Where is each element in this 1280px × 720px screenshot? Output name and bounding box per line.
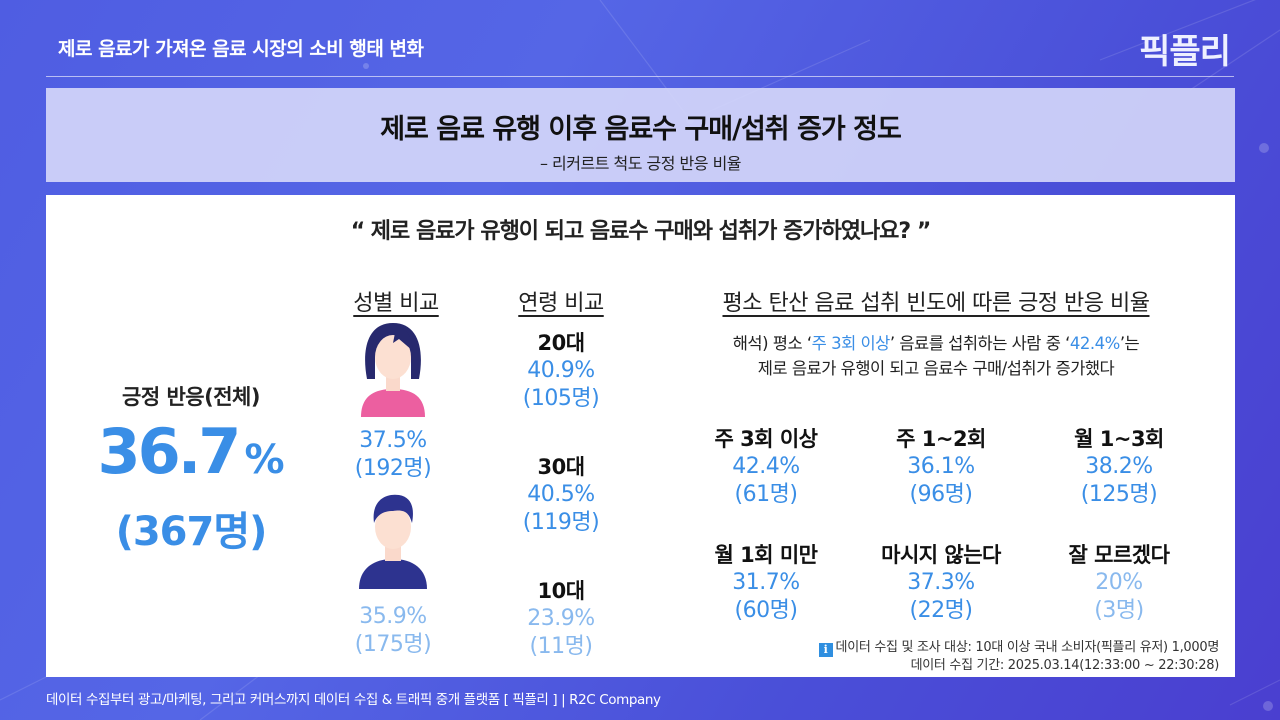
note-line-2: 데이터 수집 기간: 2025.03.14(12:33:00 ~ 22:30:2…: [910, 658, 1220, 673]
freq-stat: 주 1~2회 36.1% (96명): [866, 423, 1016, 509]
freq-label: 주 1~2회: [896, 427, 986, 451]
freq-count: (61명): [734, 482, 798, 507]
overall-percent: 36.7%: [66, 421, 316, 483]
interp-highlight: 42.4%: [1069, 334, 1120, 353]
section-subtitle: – 리커르트 척도 긍정 반응 비율: [539, 154, 742, 173]
freq-count: (60명): [734, 598, 798, 623]
freq-label: 잘 모르겠다: [1068, 543, 1170, 567]
freq-percent: 36.1%: [907, 454, 975, 479]
age-count: (119명): [522, 510, 600, 535]
age-label: 30대: [537, 455, 585, 479]
age-stat-10s: 10대 23.9% (11명): [496, 575, 626, 661]
percent-sign: %: [244, 437, 285, 483]
freq-count: (96명): [909, 482, 973, 507]
female-stat: 37.5% (192명): [328, 427, 458, 483]
freq-count: (22명): [909, 598, 973, 623]
male-avatar-icon: [359, 494, 427, 589]
freq-count: (125명): [1080, 482, 1158, 507]
freq-label: 마시지 않는다: [881, 543, 1001, 567]
female-avatar-icon: [361, 323, 425, 417]
age-stat-20s: 20대 40.9% (105명): [496, 327, 626, 413]
age-stat-30s: 30대 40.5% (119명): [496, 451, 626, 537]
interp-text: 해석) 평소 ‘: [732, 334, 812, 353]
age-percent: 40.9%: [527, 358, 595, 383]
age-comparison-title: 연령 비교: [518, 291, 604, 316]
freq-stat: 월 1~3회 38.2% (125명): [1044, 423, 1194, 509]
survey-question: “ 제로 음료가 유행이 되고 음료수 구매와 섭취가 증가하였나요? ”: [350, 219, 932, 244]
interpretation-line-1: 해석) 평소 ‘주 3회 이상’ 음료를 섭취하는 사람 중 ‘42.4%’는: [666, 331, 1206, 356]
overall-label: 긍정 반응(전체): [122, 385, 260, 409]
section-title: 제로 음료 유행 이후 음료수 구매/섭취 증가 정도: [380, 114, 902, 145]
note-text: 데이터 수집 및 조사 대상: 10대 이상 국내 소비자(픽플리 유저) 1,…: [835, 640, 1220, 655]
logo-text: 픽플리: [1139, 32, 1231, 72]
freq-percent: 20%: [1095, 570, 1143, 595]
freq-label: 월 1~3회: [1074, 427, 1164, 451]
note-line-1: i 데이터 수집 및 조사 대상: 10대 이상 국내 소비자(픽플리 유저) 1…: [818, 639, 1220, 657]
freq-percent: 31.7%: [732, 570, 800, 595]
female-percent: 37.5%: [359, 428, 427, 453]
freq-percent: 42.4%: [732, 454, 800, 479]
freq-label: 월 1회 미만: [714, 543, 818, 567]
freq-label: 주 3회 이상: [714, 427, 818, 451]
overall-count: (367명): [115, 509, 268, 555]
age-label: 10대: [537, 579, 585, 603]
overall-stat: 긍정 반응(전체) 36.7% (367명): [66, 381, 316, 557]
overall-percent-value: 36.7: [97, 415, 241, 488]
divider: [46, 76, 1234, 77]
freq-count: (3명): [1094, 598, 1144, 623]
top-bar: 제로 음료가 가져온 음료 시장의 소비 행태 변화 픽플리: [46, 0, 1234, 78]
age-percent: 40.5%: [527, 482, 595, 507]
footer-text: 데이터 수집부터 광고/마케팅, 그리고 커머스까지 데이터 수집 & 트래픽 …: [46, 692, 661, 708]
age-count: (105명): [522, 386, 600, 411]
data-source-note: i 데이터 수집 및 조사 대상: 10대 이상 국내 소비자(픽플리 유저) 1…: [818, 639, 1220, 675]
interp-text: ’ 음료를 섭취하는 사람 중 ‘: [889, 334, 1071, 353]
freq-stat: 월 1회 미만 31.7% (60명): [691, 539, 841, 625]
report-title: 제로 음료가 가져온 음료 시장의 소비 행태 변화: [58, 38, 424, 60]
freq-percent: 38.2%: [1085, 454, 1153, 479]
age-percent: 23.9%: [527, 606, 595, 631]
freq-stat: 주 3회 이상 42.4% (61명): [691, 423, 841, 509]
freq-stat: 잘 모르겠다 20% (3명): [1044, 539, 1194, 625]
interpretation-line-2: 제로 음료가 유행이 되고 음료수 구매/섭취가 증가했다: [757, 359, 1115, 378]
frequency-title: 평소 탄산 음료 섭취 빈도에 따른 긍정 반응 비율: [722, 291, 1150, 316]
freq-percent: 37.3%: [907, 570, 975, 595]
age-label: 20대: [537, 331, 585, 355]
content-panel: “ 제로 음료가 유행이 되고 음료수 구매와 섭취가 증가하였나요? ” 긍정…: [46, 195, 1235, 677]
age-count: (11명): [529, 634, 593, 659]
male-percent: 35.9%: [359, 604, 427, 629]
info-icon: i: [818, 643, 833, 657]
freq-stat: 마시지 않는다 37.3% (22명): [866, 539, 1016, 625]
interp-text: ’는: [1119, 334, 1140, 353]
interpretation: 해석) 평소 ‘주 3회 이상’ 음료를 섭취하는 사람 중 ‘42.4%’는 …: [666, 331, 1206, 381]
male-stat: 35.9% (175명): [328, 603, 458, 659]
brand-logo[interactable]: 픽플리: [1139, 24, 1231, 73]
interp-highlight: 주 3회 이상: [811, 334, 891, 353]
gender-comparison-title: 성별 비교: [353, 291, 439, 316]
female-count: (192명): [354, 456, 432, 481]
section-header: 제로 음료 유행 이후 음료수 구매/섭취 증가 정도 – 리커르트 척도 긍정…: [46, 88, 1235, 182]
male-count: (175명): [354, 632, 432, 657]
